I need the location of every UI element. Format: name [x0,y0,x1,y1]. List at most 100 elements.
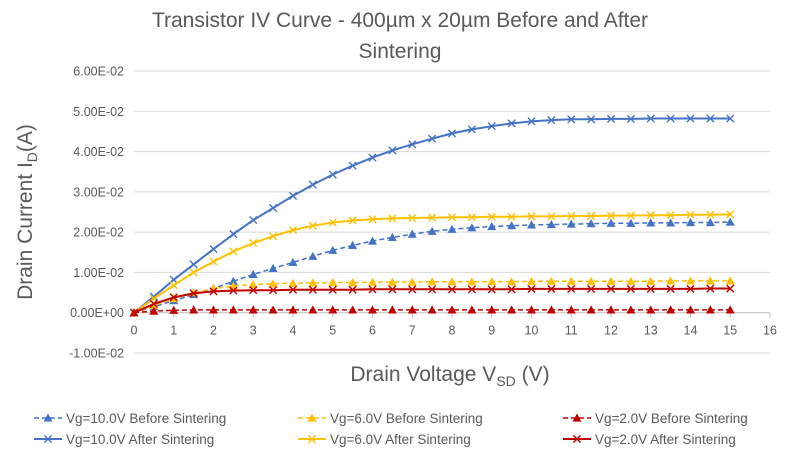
data-point [646,218,656,227]
data-point [129,308,139,317]
data-point [388,146,397,155]
data-point [566,305,576,314]
data-point [388,214,397,223]
data-point [308,180,317,189]
data-point [646,305,656,314]
data-point [308,285,317,294]
data-point [666,211,675,220]
legend-label: Vg=10.0V Before Sintering [66,411,226,426]
data-point [686,114,695,123]
x-tick-label: 9 [488,324,495,338]
data-point [726,210,735,219]
data-point [567,115,576,124]
series-1 [129,276,735,317]
data-point [169,305,179,314]
data-point [308,251,318,260]
data-point [228,276,238,285]
x-tick-label: 0 [131,324,138,338]
data-point [467,223,477,232]
data-point [427,277,437,286]
data-point [487,222,497,231]
y-tick-label: -1.00E-02 [69,347,124,361]
data-point [705,276,715,285]
data-point [209,244,218,254]
legend-label: Vg=2.0V Before Sintering [595,411,748,426]
legend-item: Vg=2.0V Before Sintering [563,411,748,426]
data-point [507,277,517,286]
data-point [646,284,655,294]
legend-label: Vg=10.0V After Sintering [66,432,214,447]
data-point [388,285,397,294]
y-tick-label: 4.00E-02 [73,145,124,159]
data-point [626,284,635,294]
data-point [189,289,198,298]
data-point [348,161,357,170]
y-axis-label-tail: (A) [14,124,37,152]
data-point [209,284,218,293]
data-point [686,284,695,294]
data-point [189,305,199,314]
x-axis-label: Drain Voltage VSD (V) [350,363,549,389]
data-point [428,213,437,222]
y-axis-label-sub: D [24,152,40,162]
legend-item: Vg=6.0V Before Sintering [298,411,483,426]
data-point [706,210,715,219]
legend-swatch-marker [43,434,53,444]
series-layer [129,114,735,317]
legend: Vg=10.0V Before Sintering Vg=6.0V Before … [34,411,748,447]
legend-swatch-marker [307,434,317,444]
data-point [726,284,735,293]
data-point [487,285,496,294]
data-point [308,305,318,314]
y-tick-label: 5.00E-02 [73,105,124,119]
data-point [427,226,437,235]
data-point [527,220,536,229]
legend-item: Vg=6.0V After Sintering [298,432,471,447]
data-point [467,277,477,286]
series-3 [129,114,735,317]
data-point [408,285,417,294]
data-point [467,213,476,222]
y-axis-label-main: Drain Current I [14,162,37,300]
data-point [527,212,536,221]
data-point [269,203,278,213]
data-point [249,238,258,248]
data-point [547,284,556,294]
data-point [527,284,536,294]
data-point [686,276,695,285]
x-tick-label: 4 [290,324,297,338]
data-point [407,277,417,286]
data-point [209,287,218,296]
data-point [547,212,556,221]
legend-label: Vg=6.0V Before Sintering [330,411,483,426]
data-point [288,257,298,266]
data-point [606,305,616,314]
y-tick-label: 6.00E-02 [73,65,124,79]
data-point [288,278,298,287]
data-point [566,219,576,228]
data-point [169,281,178,290]
data-point [428,285,437,294]
data-point [387,232,397,241]
x-tick-label: 15 [723,324,737,338]
data-point [507,221,517,230]
data-point [566,276,576,285]
data-point [705,217,715,227]
data-point [408,140,417,149]
data-point [447,213,457,222]
data-point [487,305,497,314]
data-point [328,305,338,314]
data-point [249,215,258,225]
x-tick-label: 8 [449,324,456,338]
data-point [546,305,556,314]
data-point [368,236,377,245]
data-point [606,114,616,124]
data-point [646,211,655,220]
data-point [706,284,715,293]
data-point [587,211,596,221]
chart-title-line-1: Transistor IV Curve - 400µm x 20µm Befor… [152,9,648,32]
data-point [229,247,238,256]
data-point [328,278,338,287]
data-point [248,269,258,279]
data-point [626,276,636,285]
